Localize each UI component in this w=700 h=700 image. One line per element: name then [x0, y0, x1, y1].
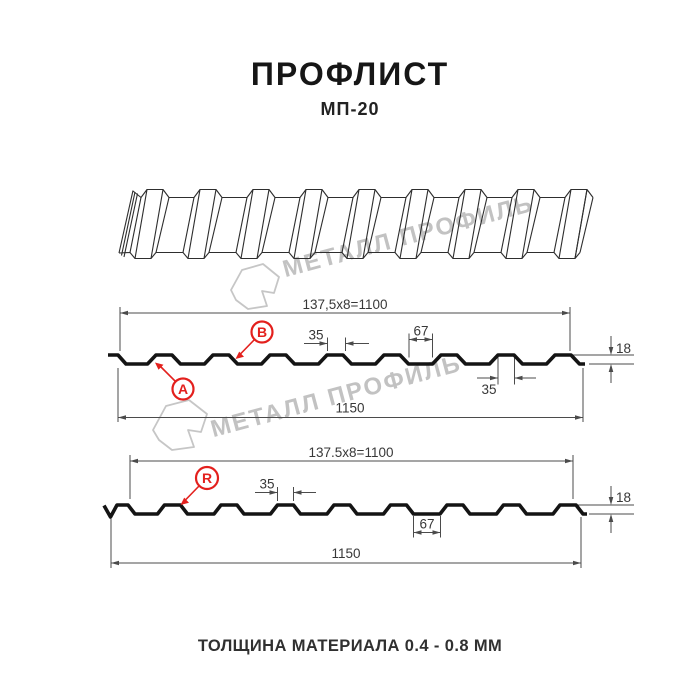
- profile-outline-bottom: [102, 503, 587, 519]
- dim-rib-top-label: 35: [259, 477, 274, 492]
- profile-model-label: МП-20: [320, 98, 380, 119]
- cross-section-bottom: 137.5x8=1100 1150 35 67 18 R: [102, 445, 634, 568]
- sheet-3d-view: [118, 188, 594, 260]
- brand-logo-icon: [230, 263, 280, 310]
- dim-overall-label: 1150: [331, 546, 360, 561]
- watermark-top: МЕТАЛЛ ПРОФИЛЬ: [0, 0, 700, 340]
- header: ПРОФЛИСТ МП-20: [0, 56, 700, 120]
- leader-arrow: [180, 497, 189, 505]
- dim-rib-top-label: 35: [308, 328, 323, 343]
- watermark-middle: МЕТАЛЛ ПРОФИЛЬ: [0, 340, 700, 600]
- dim-overall-label: 1150: [335, 401, 364, 416]
- side-r-letter: R: [202, 470, 212, 486]
- page-title: ПРОФЛИСТ: [250, 56, 450, 92]
- profile-outline-top: [108, 353, 585, 366]
- dim-valley-label: 67: [419, 517, 434, 532]
- dim-height-label: 18: [616, 341, 631, 356]
- side-a-letter: A: [178, 381, 188, 397]
- side-b-marker: [250, 320, 274, 344]
- dim-pitch-label: 137,5x8=1100: [303, 297, 388, 312]
- brand-logo-icon: [152, 399, 208, 451]
- leader-arrow: [155, 362, 164, 370]
- leader-arrow: [235, 351, 244, 359]
- dim-pitch-label: 137.5x8=1100: [309, 445, 394, 460]
- cross-section-top: 137,5x8=1100 1150 35 67 35 18 A B: [108, 297, 634, 422]
- dim-rib-bottom-label: 35: [481, 382, 496, 397]
- side-r-marker: [194, 465, 220, 491]
- dim-valley-label: 67: [413, 324, 428, 339]
- side-a-marker: [171, 377, 195, 401]
- material-thickness-note: ТОЛЩИНА МАТЕРИАЛА 0.4 - 0.8 ММ: [197, 637, 503, 655]
- dim-height-label: 18: [616, 490, 631, 505]
- side-b-letter: B: [257, 324, 267, 340]
